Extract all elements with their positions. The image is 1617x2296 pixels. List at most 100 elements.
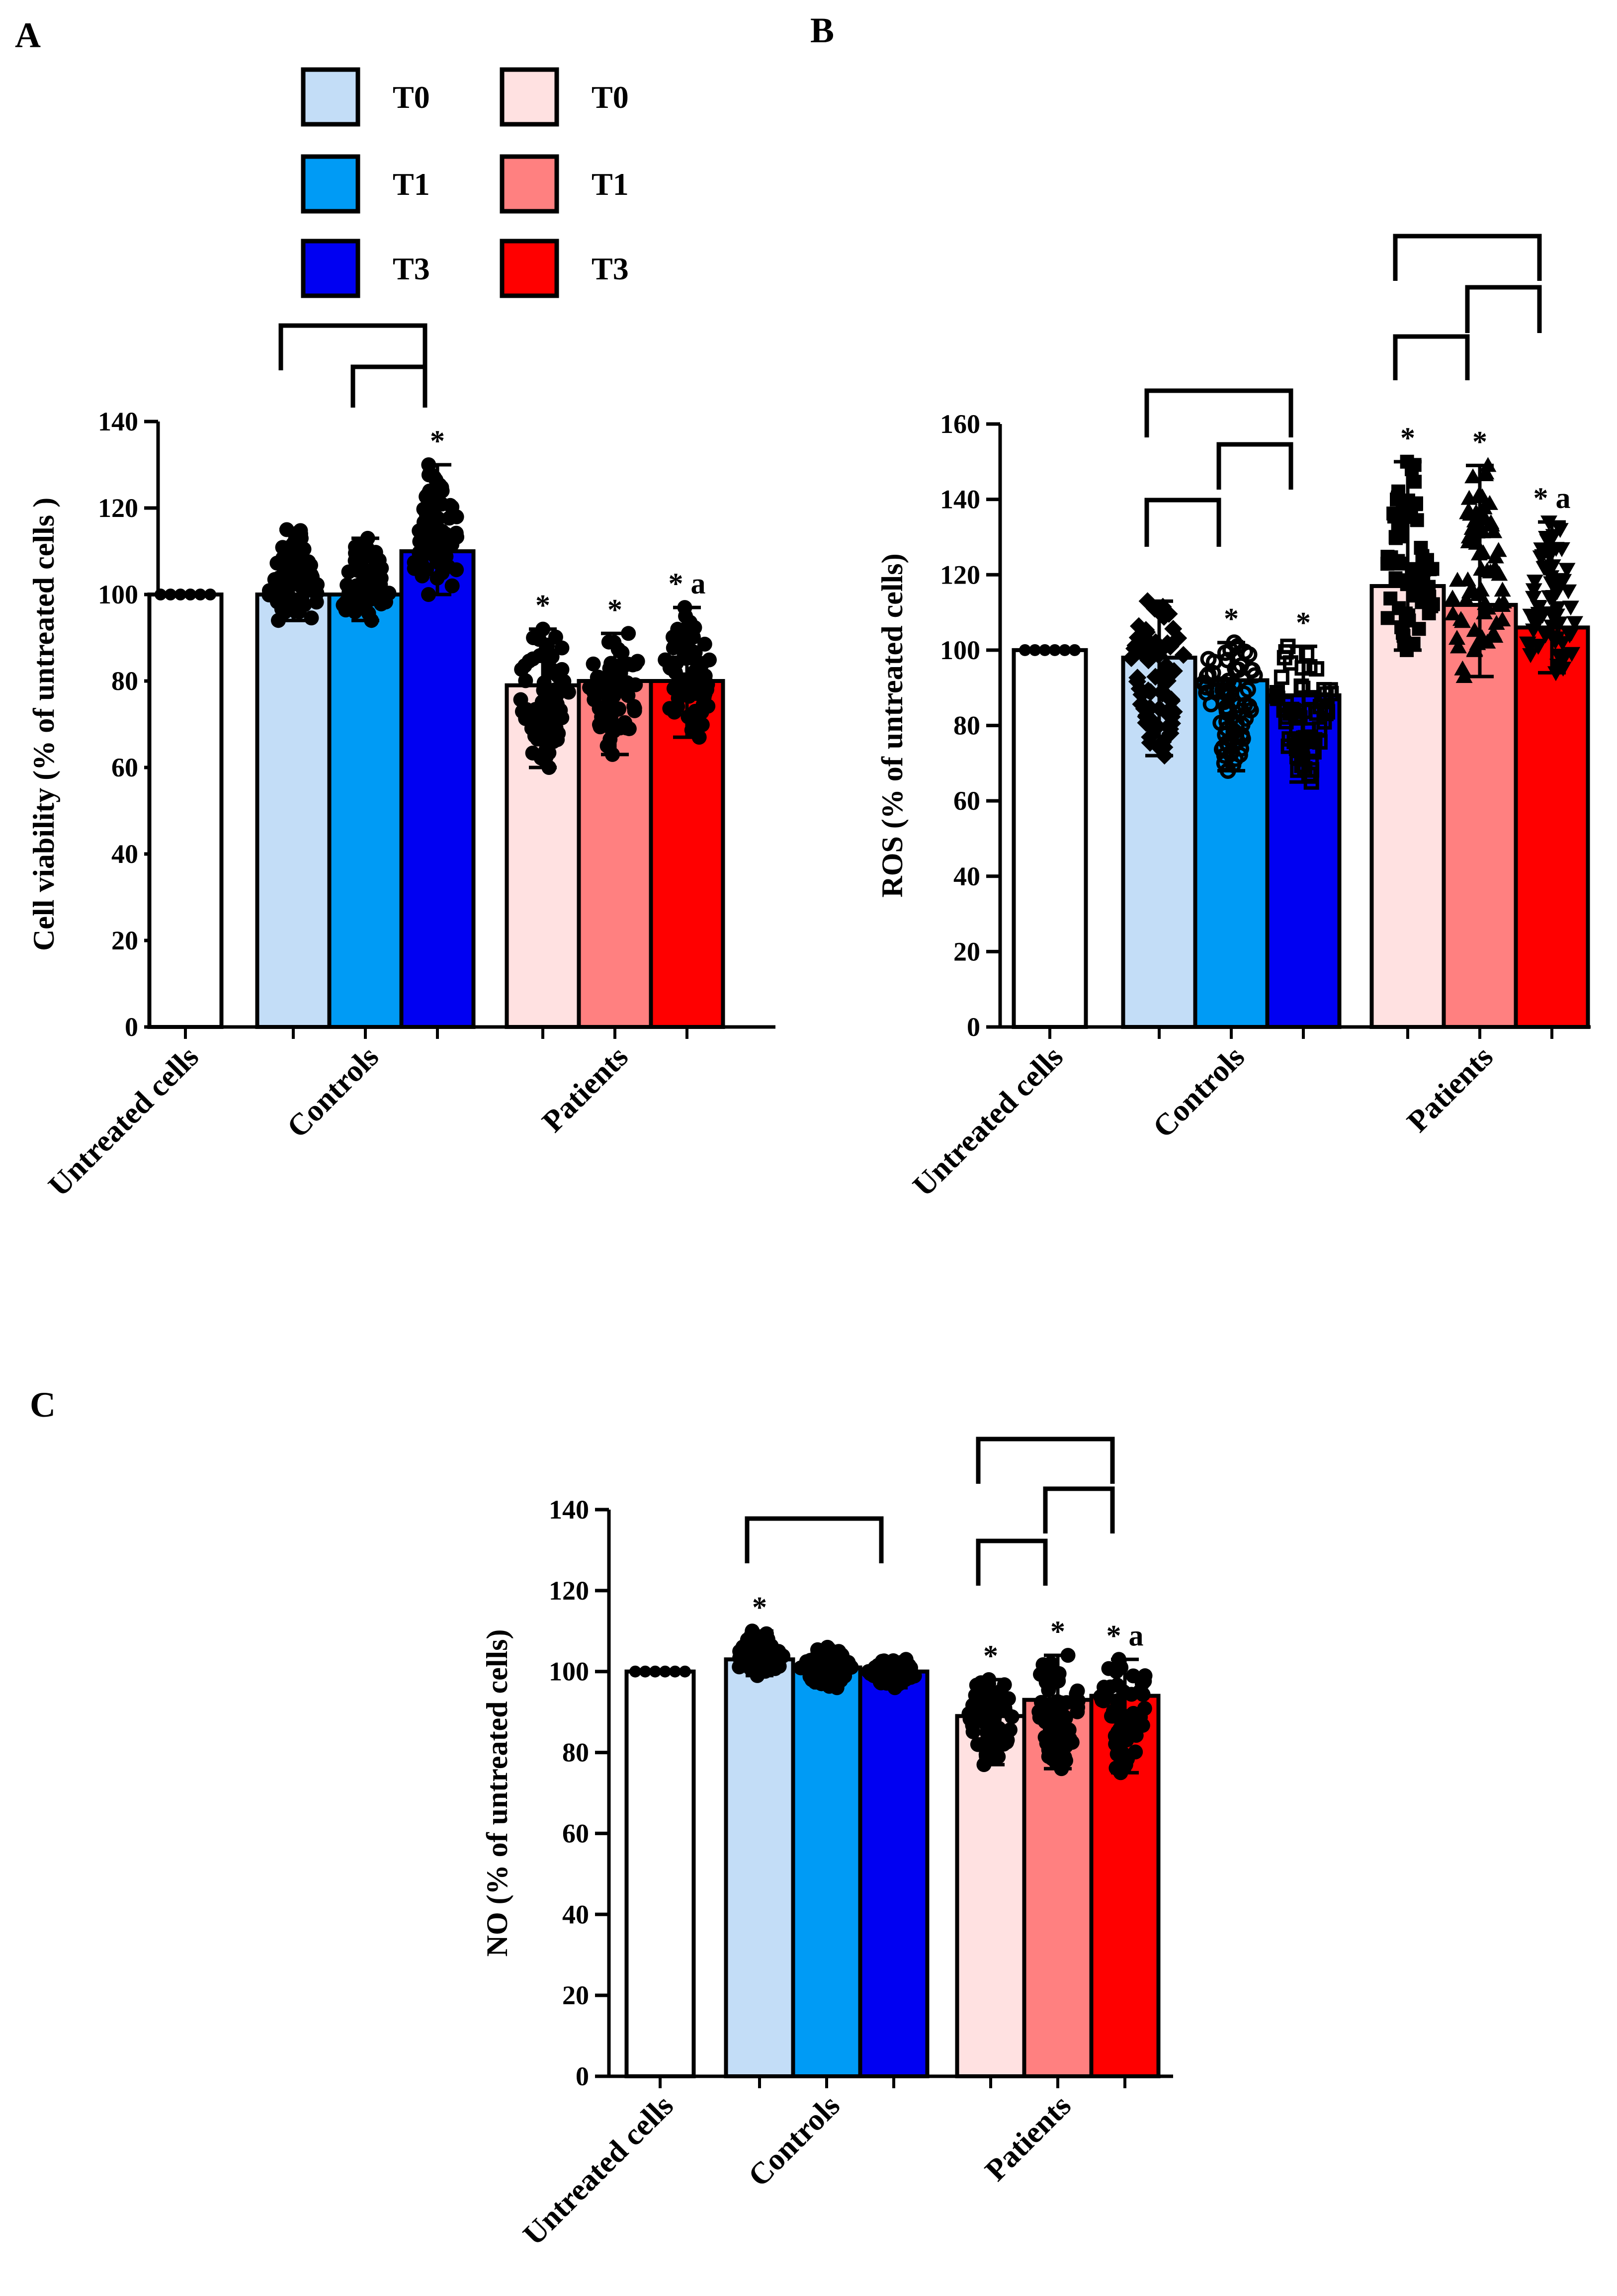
panel-b-bar-5-significance: * xyxy=(1472,425,1487,458)
panel-b-bar-6-point xyxy=(1545,529,1562,544)
panel-a-bar-1 xyxy=(255,593,332,1029)
panel-b-bar-1-point xyxy=(1139,651,1158,670)
panel-c-bar-2 xyxy=(791,1665,862,2079)
panel-b-ytick-label-100: 100 xyxy=(940,635,980,665)
panel-b-bar-1-point xyxy=(1161,720,1180,738)
panel-a-bar-4-point xyxy=(525,745,540,761)
panel-a-bar-3 xyxy=(399,549,476,1029)
panel-b-bar-6-point xyxy=(1563,647,1581,662)
panel-c-bar-6-point xyxy=(1137,1701,1152,1716)
panel-c-bar-0-point xyxy=(669,1665,681,1678)
legend-swatch-patients-0 xyxy=(500,67,559,127)
panel-a-bar-0-point xyxy=(174,589,186,600)
legend-swatch-controls-1 xyxy=(301,154,360,214)
panel-a-bar-1-point xyxy=(275,540,290,555)
panel-a-ytick-label-40: 40 xyxy=(111,839,138,869)
panel-a-bar-6-point xyxy=(670,699,685,714)
panel-a-bar-2 xyxy=(327,593,404,1029)
panel-a-bar-4-point xyxy=(548,629,563,645)
panel-b-bar-5-point xyxy=(1473,521,1491,536)
panel-b-bar-1-point xyxy=(1174,646,1192,664)
panel-b-bar-5-point xyxy=(1457,591,1475,606)
panel-a-bar-6-point xyxy=(700,698,716,714)
panel-b-bar-3-point xyxy=(1277,650,1292,666)
panel-b-bar-6-point xyxy=(1554,662,1572,677)
panel-a-bar-4-point xyxy=(551,726,566,741)
panel-c-bar-5-point xyxy=(1058,1710,1073,1726)
panel-c-bracket-1 xyxy=(976,1538,1048,1586)
panel-a-bar-3-significance: * xyxy=(430,425,445,457)
panel-a-ytick-label-120: 120 xyxy=(98,493,138,523)
panel-b-bar-6-point xyxy=(1522,648,1539,663)
panel-a-bar-4-significance: * xyxy=(535,589,550,622)
panel-b-bar-5-point xyxy=(1482,563,1499,579)
panel-b-bar-1-point xyxy=(1141,734,1159,752)
panel-c-bar-5-point xyxy=(1035,1657,1051,1673)
panel-c-bar-2-point xyxy=(837,1666,852,1682)
panel-b-bar-4 xyxy=(1369,584,1446,1029)
panel-b-bar-5-point xyxy=(1459,571,1476,587)
panel-b-ytick-label-160: 160 xyxy=(940,409,980,439)
panel-b-bar-6-significance: * a xyxy=(1533,482,1571,514)
panel-b-bar-6-point xyxy=(1525,591,1542,606)
panel-c-bar-1-significance: * xyxy=(752,1591,767,1623)
legend-swatch-controls-0 xyxy=(301,67,360,127)
panel-b-bar-2-point xyxy=(1218,713,1235,730)
panel-b-bar-5-point xyxy=(1444,605,1461,620)
panel-b-bar-5-point xyxy=(1479,599,1497,615)
panel-b-bracket-1 xyxy=(1216,442,1293,490)
panel-b-bar-6-point xyxy=(1527,610,1544,625)
panel-a-bar-1-point xyxy=(296,570,312,586)
panel-b-bar-5-point xyxy=(1464,583,1482,598)
panel-a-bar-3-point xyxy=(449,562,464,578)
panel-a-bar-6-point xyxy=(692,660,708,675)
panel-b-bar-2-significance: * xyxy=(1224,602,1239,635)
panel-a-bar-5-significance: * xyxy=(607,593,622,626)
panel-c-ytick-label-20: 20 xyxy=(562,1980,589,2010)
panel-b-bar-5-point xyxy=(1449,572,1466,587)
panel-b-bar-5-point xyxy=(1494,582,1511,597)
panel-c-bar-6-significance: * a xyxy=(1106,1619,1144,1652)
panel-a-bar-4-point xyxy=(514,662,529,677)
panel-b-bar-0-point xyxy=(1029,644,1041,656)
panel-b-bar-0-point xyxy=(1059,644,1071,656)
panel-b-ytick-label-60: 60 xyxy=(953,786,980,816)
panel-b-bar-1-point xyxy=(1128,673,1146,691)
panel-b-bracket-4 xyxy=(1393,234,1542,281)
panel-c-ytick-label-80: 80 xyxy=(562,1738,589,1768)
panel-b-bar-3-point xyxy=(1305,744,1321,760)
panel-c-bar-1-point xyxy=(760,1634,775,1650)
panel-b-bar-2-point xyxy=(1218,735,1235,752)
panel-c-bar-1-point xyxy=(740,1656,755,1671)
panel-b-bar-6-point xyxy=(1562,600,1579,616)
panel-b-bar-5-point xyxy=(1473,629,1491,644)
panel-c-bar-6-point xyxy=(1124,1687,1139,1702)
panel-b-bar-3-point xyxy=(1318,705,1334,721)
panel-b-bar-2-point xyxy=(1220,673,1237,689)
panel-b-y-axis-title: ROS (% of untreated cells) xyxy=(876,553,909,897)
panel-b-bar-4-point xyxy=(1380,549,1395,564)
panel-c-bracket-0 xyxy=(745,1516,884,1563)
panel-b-bar-5-point xyxy=(1455,668,1473,683)
panel-b-bar-6-point xyxy=(1566,616,1584,631)
panel-a-bar-4-point xyxy=(513,692,528,707)
panel-a-bar-1-point xyxy=(294,545,309,561)
panel-b-bar-2-point xyxy=(1227,750,1244,767)
panel-b-bracket-2 xyxy=(1144,498,1221,547)
panel-a-bar-3-point xyxy=(424,530,439,545)
panel-b-bar-1-point xyxy=(1126,636,1145,655)
panel-a-bar-2-point xyxy=(338,602,353,618)
legend: T0 T1 T3 T0 T1 T3 xyxy=(301,67,629,298)
panel-c-bar-6-point xyxy=(1114,1745,1130,1760)
panel-c-bar-1 xyxy=(724,1657,795,2078)
panel-a-bar-2-point xyxy=(373,571,389,586)
panel-a-bar-3-point xyxy=(419,489,434,505)
panel-b-bar-3-point xyxy=(1276,702,1292,718)
panel-a-bar-5-point xyxy=(586,656,601,672)
panel-b-bar-6-point xyxy=(1550,649,1567,664)
legend-label-patients-0: T0 xyxy=(592,80,629,115)
panel-b-bar-6 xyxy=(1514,625,1590,1029)
panel-b-bar-4-point xyxy=(1398,495,1412,510)
legend-label-controls-0: T0 xyxy=(393,80,430,115)
